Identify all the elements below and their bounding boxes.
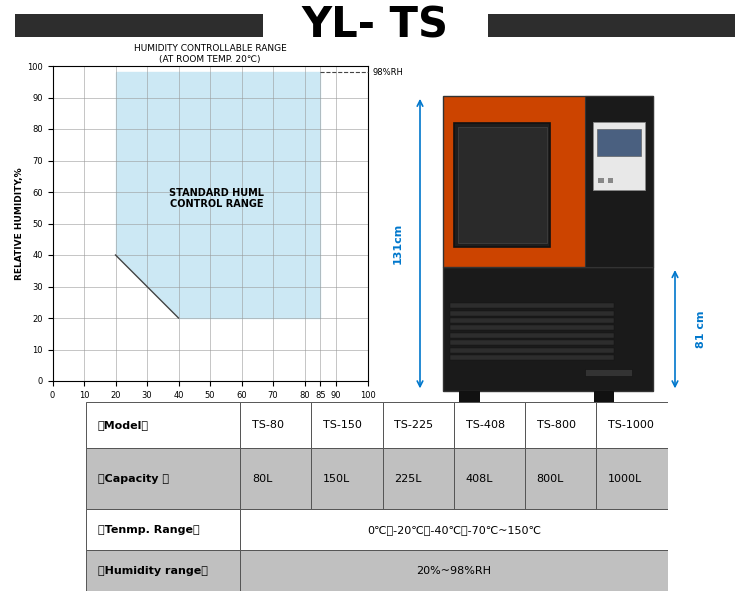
Text: 20%~98%RH: 20%~98%RH bbox=[416, 566, 491, 575]
Text: 225L: 225L bbox=[394, 473, 422, 484]
Text: TS-150: TS-150 bbox=[323, 420, 362, 430]
Text: 0℃、-20℃、-40℃、-70℃~150℃: 0℃、-20℃、-40℃、-70℃~150℃ bbox=[367, 524, 541, 535]
Bar bbox=[585, 96, 652, 267]
Bar bbox=[596, 128, 641, 156]
Bar bbox=[442, 96, 652, 267]
Bar bbox=[442, 267, 652, 391]
Bar bbox=[450, 311, 614, 316]
Circle shape bbox=[462, 404, 476, 418]
Bar bbox=[450, 348, 614, 353]
Bar bbox=[240, 448, 311, 509]
Bar bbox=[525, 402, 596, 448]
Text: 131cm: 131cm bbox=[392, 223, 403, 264]
Bar bbox=[596, 448, 668, 509]
Text: 81 cm: 81 cm bbox=[696, 310, 706, 348]
Text: YL- TS: YL- TS bbox=[302, 4, 448, 46]
Text: 《Model》: 《Model》 bbox=[98, 420, 148, 430]
Text: 80L: 80L bbox=[252, 473, 272, 484]
Bar bbox=[608, 178, 613, 183]
Bar bbox=[86, 402, 240, 448]
Bar bbox=[450, 340, 614, 346]
Bar bbox=[454, 124, 550, 247]
Bar bbox=[86, 448, 240, 509]
Bar bbox=[86, 550, 240, 591]
Text: TS-800: TS-800 bbox=[537, 420, 576, 430]
Text: TS-80: TS-80 bbox=[252, 420, 284, 430]
Bar bbox=[585, 369, 632, 376]
Bar bbox=[450, 355, 614, 360]
Text: 《Capacity 》: 《Capacity 》 bbox=[98, 473, 169, 484]
Polygon shape bbox=[116, 72, 320, 318]
Title: HUMIDITY CONTROLLABLE RANGE
(AT ROOM TEMP. 20℃): HUMIDITY CONTROLLABLE RANGE (AT ROOM TEM… bbox=[134, 44, 286, 64]
Bar bbox=[454, 448, 525, 509]
Bar bbox=[450, 333, 614, 338]
Bar bbox=[240, 550, 668, 591]
Bar bbox=[458, 127, 547, 243]
Circle shape bbox=[596, 404, 610, 418]
Bar bbox=[311, 448, 382, 509]
Bar bbox=[450, 303, 614, 308]
Bar bbox=[311, 402, 382, 448]
Bar bbox=[592, 122, 645, 190]
Text: TS-1000: TS-1000 bbox=[608, 420, 654, 430]
Bar bbox=[594, 391, 614, 406]
Bar bbox=[596, 402, 668, 448]
Bar bbox=[240, 509, 668, 550]
Text: 93cm: 93cm bbox=[531, 458, 564, 468]
Text: 《Humidity range》: 《Humidity range》 bbox=[98, 566, 208, 575]
Text: 150L: 150L bbox=[323, 473, 350, 484]
Bar bbox=[459, 391, 480, 406]
Y-axis label: RELATIVE HUMIDITY,%: RELATIVE HUMIDITY,% bbox=[15, 167, 24, 280]
Text: TS-225: TS-225 bbox=[394, 420, 433, 430]
Text: 1000L: 1000L bbox=[608, 473, 642, 484]
Text: STANDARD HUML
CONTROL RANGE: STANDARD HUML CONTROL RANGE bbox=[169, 187, 264, 209]
Bar bbox=[15, 14, 262, 37]
Bar bbox=[86, 509, 240, 550]
Bar bbox=[450, 318, 614, 323]
Bar bbox=[598, 178, 604, 183]
Text: 98%RH: 98%RH bbox=[372, 68, 403, 77]
Bar bbox=[450, 325, 614, 331]
Text: 800L: 800L bbox=[537, 473, 564, 484]
Bar bbox=[240, 402, 311, 448]
X-axis label: TEMP. ℃: TEMP. ℃ bbox=[186, 403, 234, 413]
Bar bbox=[382, 448, 454, 509]
Bar bbox=[488, 14, 735, 37]
Bar bbox=[454, 402, 525, 448]
Bar bbox=[382, 402, 454, 448]
Text: 《Tenmp. Range》: 《Tenmp. Range》 bbox=[98, 524, 200, 535]
Text: TS-408: TS-408 bbox=[466, 420, 505, 430]
Text: 408L: 408L bbox=[466, 473, 493, 484]
Bar bbox=[525, 448, 596, 509]
